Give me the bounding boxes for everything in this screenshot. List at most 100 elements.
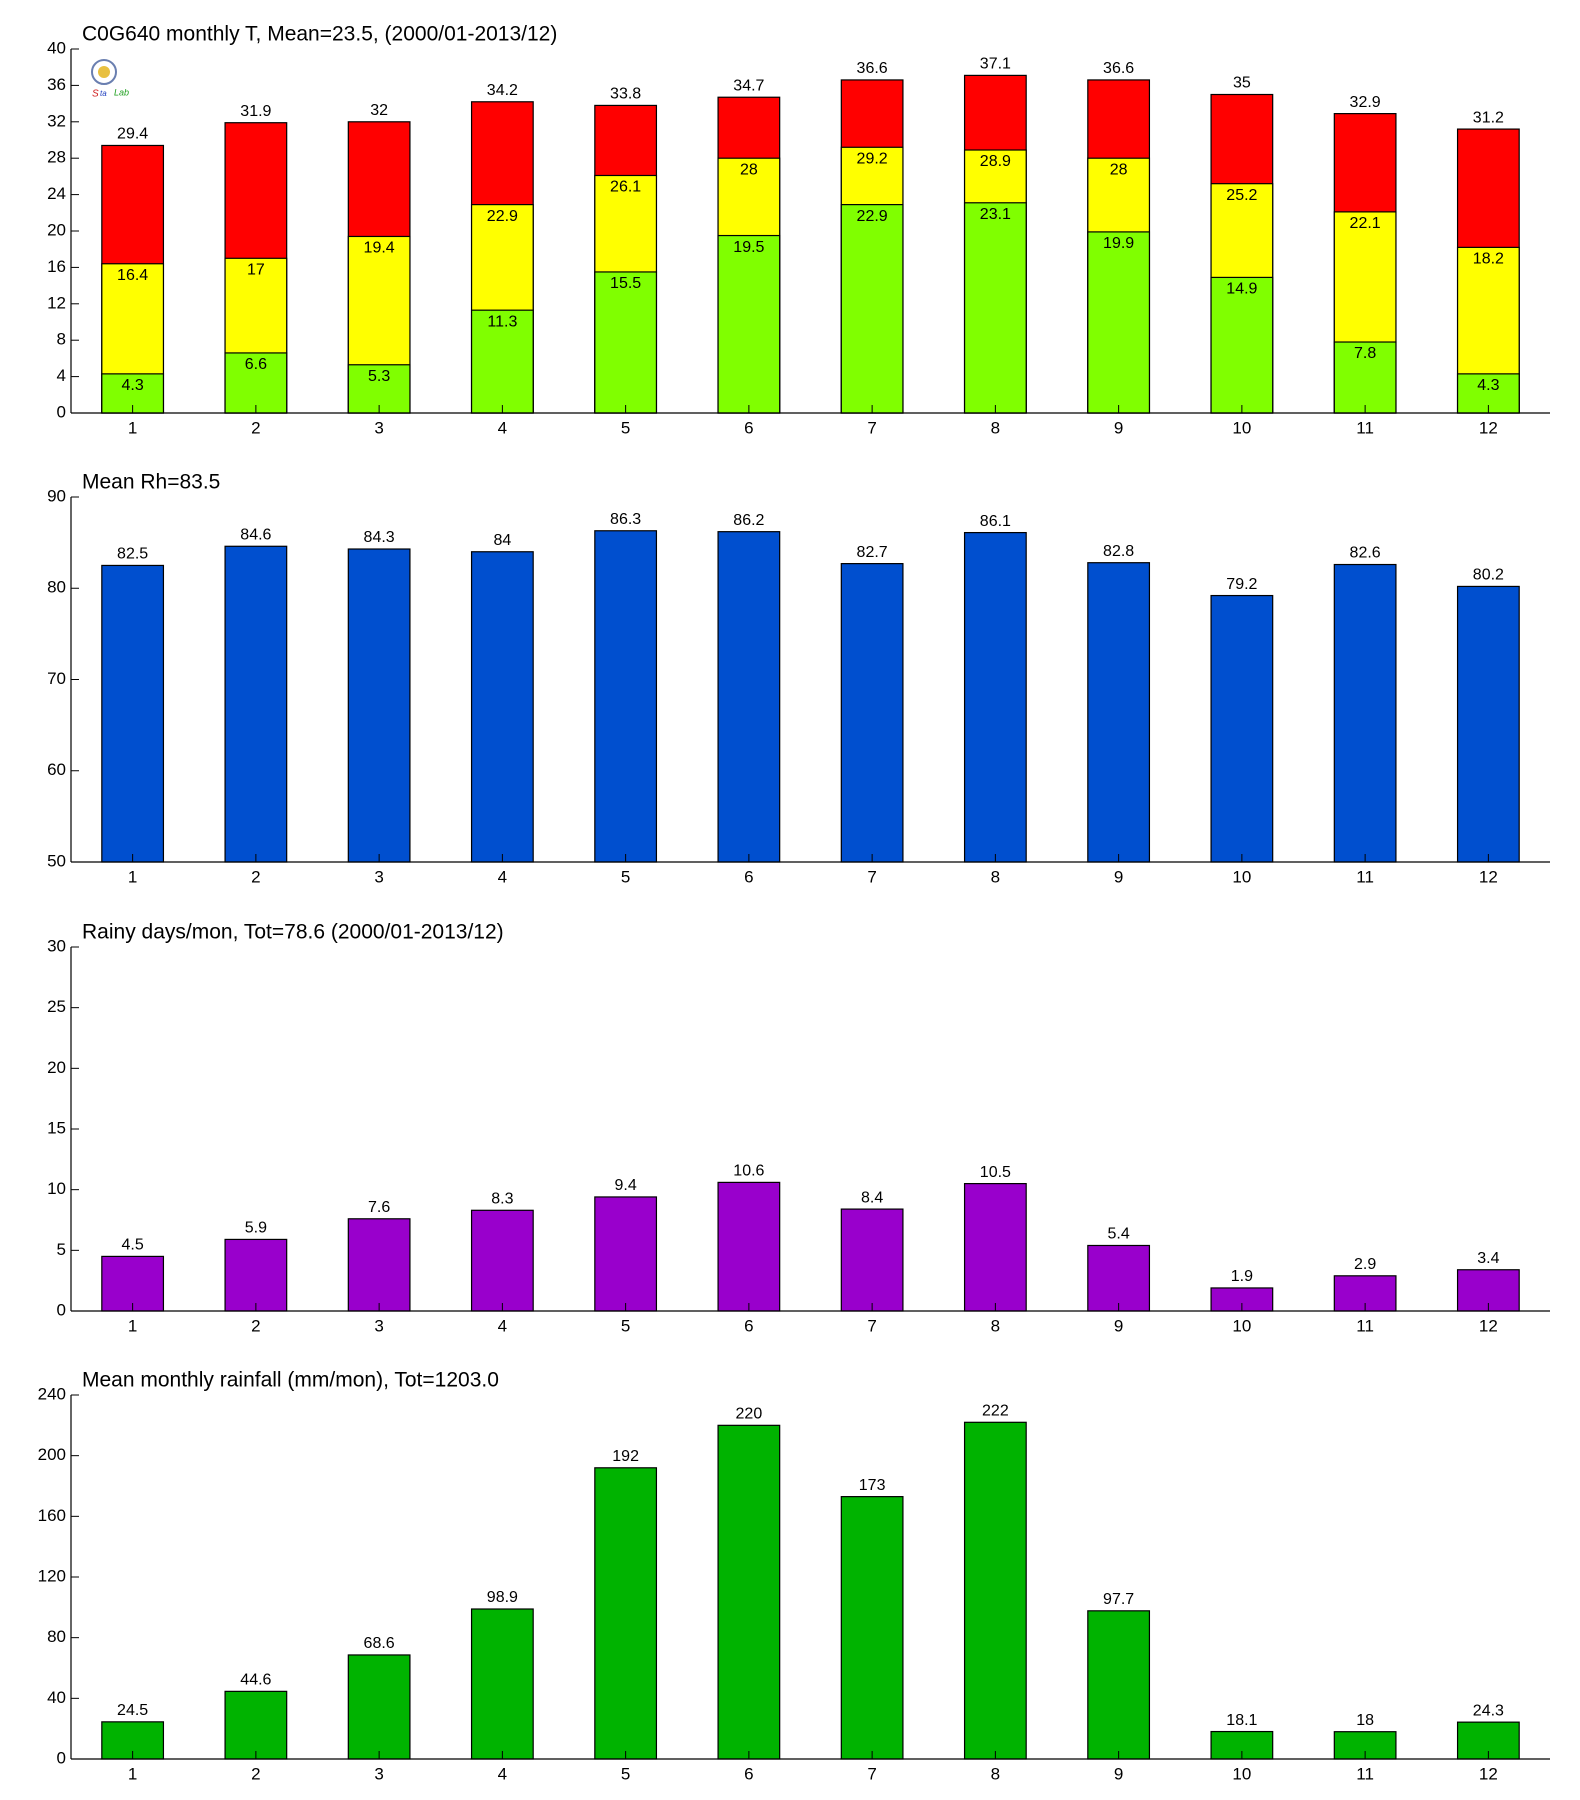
value-label: 192: [612, 1448, 639, 1465]
y-tick-label: 5: [57, 1240, 66, 1259]
y-tick-label: 160: [38, 1506, 66, 1525]
value-label: 18: [1356, 1712, 1374, 1729]
chart-title: Mean monthly rainfall (mm/mon), Tot=1203…: [82, 1369, 499, 1392]
value-label: 4.3: [1477, 377, 1499, 394]
value-label: 220: [736, 1406, 763, 1423]
value-label: 2.9: [1354, 1256, 1376, 1273]
y-tick-label: 60: [47, 760, 66, 779]
x-tick-label: 3: [374, 1316, 383, 1335]
y-tick-label: 10: [47, 1179, 66, 1198]
bar: [224, 352, 288, 414]
x-tick-label: 11: [1356, 418, 1374, 437]
x-tick-label: 11: [1356, 867, 1374, 886]
y-tick-label: 120: [38, 1566, 66, 1585]
bar: [594, 1467, 658, 1760]
x-tick-label: 2: [251, 867, 260, 886]
value-label: 16.4: [117, 267, 148, 284]
x-tick-label: 7: [867, 418, 876, 437]
y-tick-label: 20: [47, 220, 66, 239]
value-label: 31.9: [240, 103, 271, 120]
x-tick-label: 7: [867, 1764, 876, 1783]
bar: [101, 564, 165, 863]
value-label: 24.3: [1473, 1702, 1504, 1719]
bar: [1210, 276, 1274, 414]
y-tick-label: 4: [57, 366, 66, 385]
bar: [717, 531, 781, 863]
y-tick-label: 16: [47, 257, 66, 276]
value-label: 36.6: [857, 60, 888, 77]
y-tick-label: 32: [47, 111, 66, 130]
value-label: 19.4: [364, 240, 395, 257]
x-tick-label: 4: [498, 867, 507, 886]
value-label: 17: [247, 262, 265, 279]
bar: [840, 563, 904, 863]
value-label: 31.2: [1473, 109, 1504, 126]
bar: [470, 551, 534, 863]
value-label: 3.4: [1477, 1250, 1499, 1267]
bar: [717, 234, 781, 414]
bar: [347, 1218, 411, 1312]
value-label: 22.9: [857, 208, 888, 225]
value-label: 79.2: [1226, 576, 1257, 593]
value-label: 28: [740, 161, 758, 178]
y-tick-label: 12: [47, 293, 66, 312]
bar: [840, 1208, 904, 1312]
x-tick-label: 11: [1356, 1764, 1374, 1783]
value-label: 24.5: [117, 1702, 148, 1719]
bar: [717, 1424, 781, 1760]
svg-text:ta: ta: [100, 89, 107, 98]
bar: [594, 530, 658, 863]
y-tick-label: 20: [47, 1058, 66, 1077]
bar: [594, 271, 658, 414]
y-tick-label: 24: [47, 184, 66, 203]
y-tick-label: 8: [57, 330, 66, 349]
bar: [101, 1255, 165, 1312]
value-label: 44.6: [240, 1672, 271, 1689]
x-tick-label: 4: [498, 1316, 507, 1335]
value-label: 36.6: [1103, 60, 1134, 77]
value-label: 8.3: [491, 1191, 513, 1208]
bar: [1087, 231, 1151, 414]
bar: [1087, 1244, 1151, 1312]
value-label: 80.2: [1473, 567, 1504, 584]
bar: [840, 1496, 904, 1760]
value-label: 14.9: [1226, 281, 1257, 298]
value-label: 19.9: [1103, 235, 1134, 252]
value-label: 5.9: [245, 1220, 267, 1237]
value-label: 86.1: [980, 513, 1011, 530]
y-tick-label: 15: [47, 1118, 66, 1137]
x-tick-label: 5: [621, 867, 630, 886]
x-tick-label: 11: [1356, 1316, 1374, 1335]
x-tick-label: 12: [1479, 1316, 1498, 1335]
x-tick-label: 3: [374, 867, 383, 886]
x-tick-label: 12: [1479, 867, 1498, 886]
value-label: 18.1: [1226, 1712, 1257, 1729]
x-tick-label: 9: [1114, 418, 1123, 437]
x-tick-label: 5: [621, 1316, 630, 1335]
bar: [1210, 594, 1274, 863]
logo: S ta Lab: [91, 59, 129, 100]
y-tick-label: 0: [57, 1300, 66, 1319]
value-label: 8.4: [861, 1189, 883, 1206]
x-tick-label: 3: [374, 1764, 383, 1783]
y-tick-label: 0: [57, 402, 66, 421]
value-label: 82.6: [1350, 545, 1381, 562]
bar: [470, 309, 534, 414]
x-tick-label: 7: [867, 867, 876, 886]
y-tick-label: 25: [47, 997, 66, 1016]
value-label: 4.3: [122, 377, 144, 394]
bar: [470, 1608, 534, 1760]
value-label: 10.5: [980, 1164, 1011, 1181]
bar: [594, 1196, 658, 1312]
x-tick-label: 12: [1479, 1764, 1498, 1783]
value-label: 28: [1110, 161, 1128, 178]
x-tick-label: 10: [1232, 867, 1251, 886]
x-tick-label: 8: [991, 867, 1000, 886]
bar: [470, 1209, 534, 1312]
value-label: 22.9: [487, 208, 518, 225]
value-label: 28.9: [980, 153, 1011, 170]
x-tick-label: 10: [1232, 1316, 1251, 1335]
bar: [224, 545, 288, 863]
value-label: 34.7: [733, 77, 764, 94]
